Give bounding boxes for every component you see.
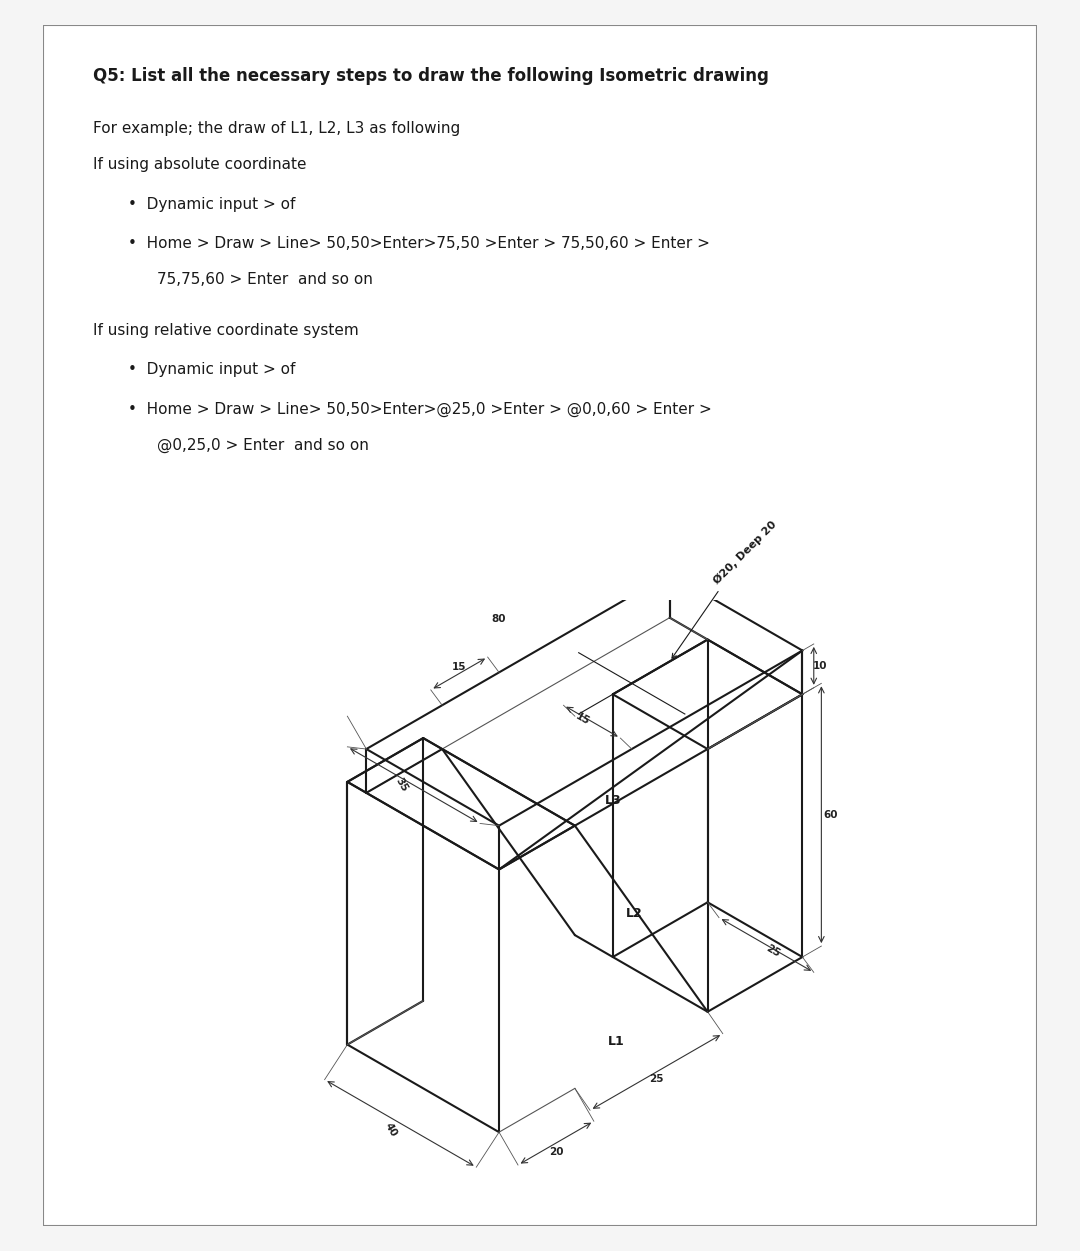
Text: 75,75,60 > Enter  and so on: 75,75,60 > Enter and so on: [158, 273, 374, 288]
Text: L3: L3: [605, 794, 621, 807]
Text: L1: L1: [608, 1035, 624, 1048]
Text: 40: 40: [383, 1121, 400, 1138]
Text: 15: 15: [573, 711, 592, 727]
Text: 15: 15: [453, 662, 467, 672]
Text: If using absolute coordinate: If using absolute coordinate: [93, 158, 307, 173]
Text: L2: L2: [625, 907, 643, 919]
Text: 80: 80: [491, 614, 507, 624]
Text: 35: 35: [393, 777, 409, 794]
Text: 10: 10: [813, 661, 827, 671]
Text: Q5: List all the necessary steps to draw the following Isometric drawing: Q5: List all the necessary steps to draw…: [93, 68, 769, 85]
Text: Ø20, Deep 20: Ø20, Deep 20: [672, 519, 779, 658]
Text: If using relative coordinate system: If using relative coordinate system: [93, 323, 359, 338]
Text: 20: 20: [549, 1147, 563, 1157]
FancyBboxPatch shape: [43, 25, 1037, 1226]
Text: 25: 25: [649, 1075, 664, 1085]
Text: •  Home > Draw > Line> 50,50>Enter>@25,0 >Enter > @0,0,60 > Enter >: • Home > Draw > Line> 50,50>Enter>@25,0 …: [127, 402, 712, 418]
Text: •  Home > Draw > Line> 50,50>Enter>75,50 >Enter > 75,50,60 > Enter >: • Home > Draw > Line> 50,50>Enter>75,50 …: [127, 236, 710, 251]
Text: •  Dynamic input > of: • Dynamic input > of: [127, 196, 295, 211]
Text: 25: 25: [764, 943, 782, 960]
Text: @0,25,0 > Enter  and so on: @0,25,0 > Enter and so on: [158, 438, 369, 453]
Text: For example; the draw of L1, L2, L3 as following: For example; the draw of L1, L2, L3 as f…: [93, 121, 460, 136]
Text: •  Dynamic input > of: • Dynamic input > of: [127, 363, 295, 378]
Text: 60: 60: [823, 809, 838, 819]
